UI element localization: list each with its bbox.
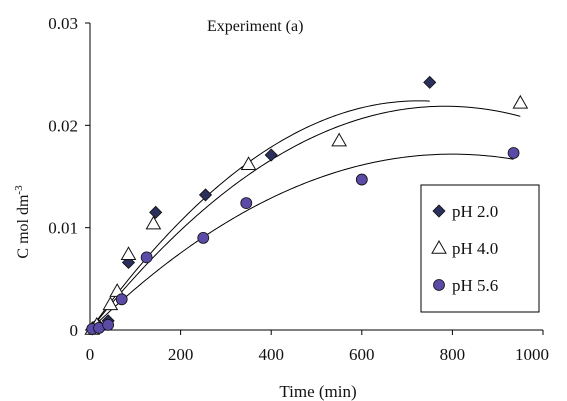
data-point-triangle bbox=[240, 156, 257, 170]
x-tick-label: 0 bbox=[86, 345, 95, 364]
data-point-diamond bbox=[149, 205, 163, 219]
x-tick-label: 400 bbox=[258, 345, 284, 364]
y-tick-label: 0.03 bbox=[48, 14, 78, 33]
fit-curve-triangle bbox=[89, 105, 521, 331]
data-points bbox=[84, 75, 529, 336]
legend-marker-triangle bbox=[431, 239, 447, 254]
legend-label: pH 4.0 bbox=[452, 239, 498, 258]
data-point-triangle bbox=[512, 94, 529, 109]
data-point-circle bbox=[197, 231, 210, 244]
x-tick-label: 600 bbox=[349, 345, 375, 364]
data-point-circle bbox=[355, 173, 368, 186]
data-point-circle bbox=[507, 147, 520, 159]
x-axis-label: Time (min) bbox=[279, 382, 356, 401]
data-point-triangle bbox=[120, 246, 137, 261]
x-tick-label: 200 bbox=[168, 345, 194, 364]
data-point-circle bbox=[115, 293, 128, 306]
data-point-circle bbox=[102, 318, 115, 331]
x-tick-label: 800 bbox=[440, 345, 466, 364]
y-axis-label-superscript: -3 bbox=[13, 185, 25, 195]
data-point-triangle bbox=[102, 296, 119, 311]
data-point-triangle bbox=[145, 215, 162, 230]
data-point-circle bbox=[240, 197, 253, 210]
y-axis-label-main: C mol dm bbox=[15, 194, 32, 259]
y-tick-label: 0.02 bbox=[48, 116, 78, 135]
chart-title: Experiment (a) bbox=[207, 18, 303, 35]
y-tick-label: 0.01 bbox=[48, 219, 78, 238]
data-point-diamond bbox=[264, 148, 278, 162]
data-point-diamond bbox=[423, 75, 437, 89]
y-axis-label: C mol dm-3 bbox=[13, 185, 32, 259]
x-tick-label: 1000 bbox=[515, 345, 549, 364]
legend-label: pH 5.6 bbox=[452, 276, 498, 295]
data-point-circle bbox=[140, 251, 153, 264]
legend-marker-circle bbox=[433, 279, 445, 291]
data-point-diamond bbox=[198, 188, 213, 202]
legend: pH 2.0 pH 4.0 pH 5.6 bbox=[420, 184, 540, 313]
data-point-triangle bbox=[331, 132, 348, 147]
axes: 0 0.01 0.02 0.03 0 200 400 600 800 1000 bbox=[48, 14, 549, 364]
fit-curve-circle bbox=[89, 153, 514, 331]
legend-marker-diamond bbox=[432, 204, 446, 218]
y-tick-label: 0 bbox=[70, 321, 79, 340]
legend-label: pH 2.0 bbox=[452, 202, 498, 221]
fit-curve-diamond bbox=[89, 100, 430, 331]
